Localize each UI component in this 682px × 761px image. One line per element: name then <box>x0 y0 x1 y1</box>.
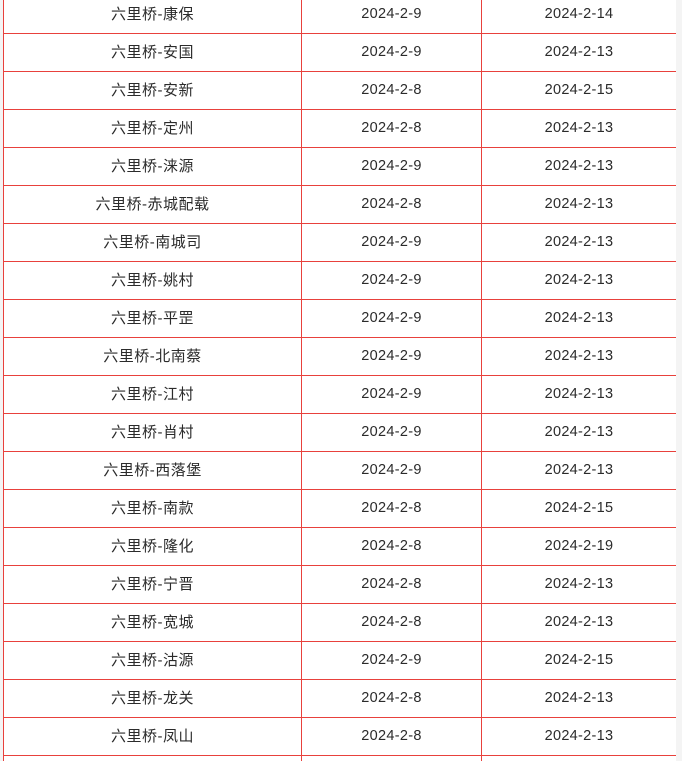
route-cell: 六里桥-沽源 <box>3 641 302 680</box>
arrive-date-cell: 2024-2-13 <box>481 451 677 490</box>
page-edge-left <box>0 0 4 761</box>
table-row[interactable]: 六里桥-赤城配载 2024-2-8 2024-2-13 <box>3 185 677 224</box>
depart-date-cell <box>301 755 482 761</box>
route-cell: 六里桥-安国 <box>3 33 302 72</box>
page-edge-right <box>676 0 682 761</box>
arrive-date-cell: 2024-2-13 <box>481 375 677 414</box>
arrive-date-cell: 2024-2-13 <box>481 223 677 262</box>
arrive-date-cell: 2024-2-19 <box>481 527 677 566</box>
arrive-date-cell: 2024-2-13 <box>481 413 677 452</box>
depart-date-cell: 2024-2-9 <box>301 33 482 72</box>
table-row[interactable]: 六里桥-宽城 2024-2-8 2024-2-13 <box>3 603 677 642</box>
route-cell: 六里桥-安新 <box>3 71 302 110</box>
table-row[interactable]: 六里桥-江村 2024-2-9 2024-2-13 <box>3 375 677 414</box>
route-cell: 六里桥-南款 <box>3 489 302 528</box>
depart-date-cell: 2024-2-9 <box>301 0 482 34</box>
route-cell: 六里桥-赤城配载 <box>3 185 302 224</box>
depart-date-cell: 2024-2-9 <box>301 147 482 186</box>
arrive-date-cell: 2024-2-13 <box>481 717 677 756</box>
arrive-date-cell: 2024-2-13 <box>481 261 677 300</box>
depart-date-cell: 2024-2-9 <box>301 641 482 680</box>
arrive-date-cell: 2024-2-13 <box>481 565 677 604</box>
route-cell: 六里桥-凤山 <box>3 717 302 756</box>
schedule-table-body: 六里桥-康保 2024-2-9 2024-2-14 六里桥-安国 2024-2-9 202… <box>3 0 677 761</box>
arrive-date-cell: 2024-2-13 <box>481 109 677 148</box>
route-cell: 六里桥-平罡 <box>3 299 302 338</box>
arrive-date-cell: 2024-2-13 <box>481 679 677 718</box>
depart-date-cell: 2024-2-9 <box>301 337 482 376</box>
depart-date-cell: 2024-2-9 <box>301 299 482 338</box>
depart-date-cell: 2024-2-8 <box>301 679 482 718</box>
depart-date-cell: 2024-2-8 <box>301 71 482 110</box>
arrive-date-cell: 2024-2-15 <box>481 641 677 680</box>
table-row[interactable]: 六里桥-凤山 2024-2-8 2024-2-13 <box>3 717 677 756</box>
route-cell: 六里桥-江村 <box>3 375 302 414</box>
depart-date-cell: 2024-2-9 <box>301 413 482 452</box>
depart-date-cell: 2024-2-8 <box>301 185 482 224</box>
route-cell: 六里桥-宁晋 <box>3 565 302 604</box>
arrive-date-cell: 2024-2-13 <box>481 299 677 338</box>
table-row[interactable]: 六里桥-西落堡 2024-2-9 2024-2-13 <box>3 451 677 490</box>
table-row[interactable]: 六里桥-定州 2024-2-8 2024-2-13 <box>3 109 677 148</box>
table-row[interactable]: 六里桥-肖村 2024-2-9 2024-2-13 <box>3 413 677 452</box>
route-cell: 六里桥-隆化 <box>3 527 302 566</box>
arrive-date-cell: 2024-2-15 <box>481 71 677 110</box>
table-row[interactable]: 六里桥-龙关 2024-2-8 2024-2-13 <box>3 679 677 718</box>
depart-date-cell: 2024-2-9 <box>301 223 482 262</box>
route-cell: 六里桥-涞源 <box>3 147 302 186</box>
table-row[interactable]: 六里桥-康保 2024-2-9 2024-2-14 <box>3 0 677 34</box>
depart-date-cell: 2024-2-8 <box>301 527 482 566</box>
route-cell <box>3 755 302 761</box>
route-cell: 六里桥-康保 <box>3 0 302 34</box>
route-cell: 六里桥-南城司 <box>3 223 302 262</box>
route-cell: 六里桥-定州 <box>3 109 302 148</box>
schedule-table: 六里桥-康保 2024-2-9 2024-2-14 六里桥-安国 2024-2-9 202… <box>3 0 677 761</box>
table-row[interactable]: 六里桥-沽源 2024-2-9 2024-2-15 <box>3 641 677 680</box>
table-row[interactable]: 六里桥-安新 2024-2-8 2024-2-15 <box>3 71 677 110</box>
depart-date-cell: 2024-2-8 <box>301 717 482 756</box>
depart-date-cell: 2024-2-8 <box>301 489 482 528</box>
table-row[interactable]: 六里桥-北南蔡 2024-2-9 2024-2-13 <box>3 337 677 376</box>
arrive-date-cell: 2024-2-13 <box>481 337 677 376</box>
arrive-date-cell: 2024-2-14 <box>481 0 677 34</box>
table-row[interactable]: 六里桥-平罡 2024-2-9 2024-2-13 <box>3 299 677 338</box>
table-row[interactable]: 六里桥-涞源 2024-2-9 2024-2-13 <box>3 147 677 186</box>
depart-date-cell: 2024-2-9 <box>301 261 482 300</box>
table-row[interactable]: 六里桥-安国 2024-2-9 2024-2-13 <box>3 33 677 72</box>
route-cell: 六里桥-肖村 <box>3 413 302 452</box>
arrive-date-cell: 2024-2-13 <box>481 603 677 642</box>
table-viewport[interactable]: 六里桥-康保 2024-2-9 2024-2-14 六里桥-安国 2024-2-9 202… <box>3 0 677 761</box>
table-row[interactable]: 六里桥-隆化 2024-2-8 2024-2-19 <box>3 527 677 566</box>
route-cell: 六里桥-西落堡 <box>3 451 302 490</box>
table-row[interactable] <box>3 755 677 761</box>
table-row[interactable]: 六里桥-姚村 2024-2-9 2024-2-13 <box>3 261 677 300</box>
depart-date-cell: 2024-2-8 <box>301 603 482 642</box>
route-cell: 六里桥-姚村 <box>3 261 302 300</box>
depart-date-cell: 2024-2-8 <box>301 565 482 604</box>
arrive-date-cell: 2024-2-13 <box>481 33 677 72</box>
arrive-date-cell: 2024-2-15 <box>481 489 677 528</box>
table-row[interactable]: 六里桥-宁晋 2024-2-8 2024-2-13 <box>3 565 677 604</box>
route-cell: 六里桥-北南蔡 <box>3 337 302 376</box>
depart-date-cell: 2024-2-9 <box>301 451 482 490</box>
arrive-date-cell <box>481 755 677 761</box>
route-cell: 六里桥-龙关 <box>3 679 302 718</box>
table-row[interactable]: 六里桥-南城司 2024-2-9 2024-2-13 <box>3 223 677 262</box>
table-row[interactable]: 六里桥-南款 2024-2-8 2024-2-15 <box>3 489 677 528</box>
depart-date-cell: 2024-2-9 <box>301 375 482 414</box>
arrive-date-cell: 2024-2-13 <box>481 147 677 186</box>
route-cell: 六里桥-宽城 <box>3 603 302 642</box>
arrive-date-cell: 2024-2-13 <box>481 185 677 224</box>
depart-date-cell: 2024-2-8 <box>301 109 482 148</box>
